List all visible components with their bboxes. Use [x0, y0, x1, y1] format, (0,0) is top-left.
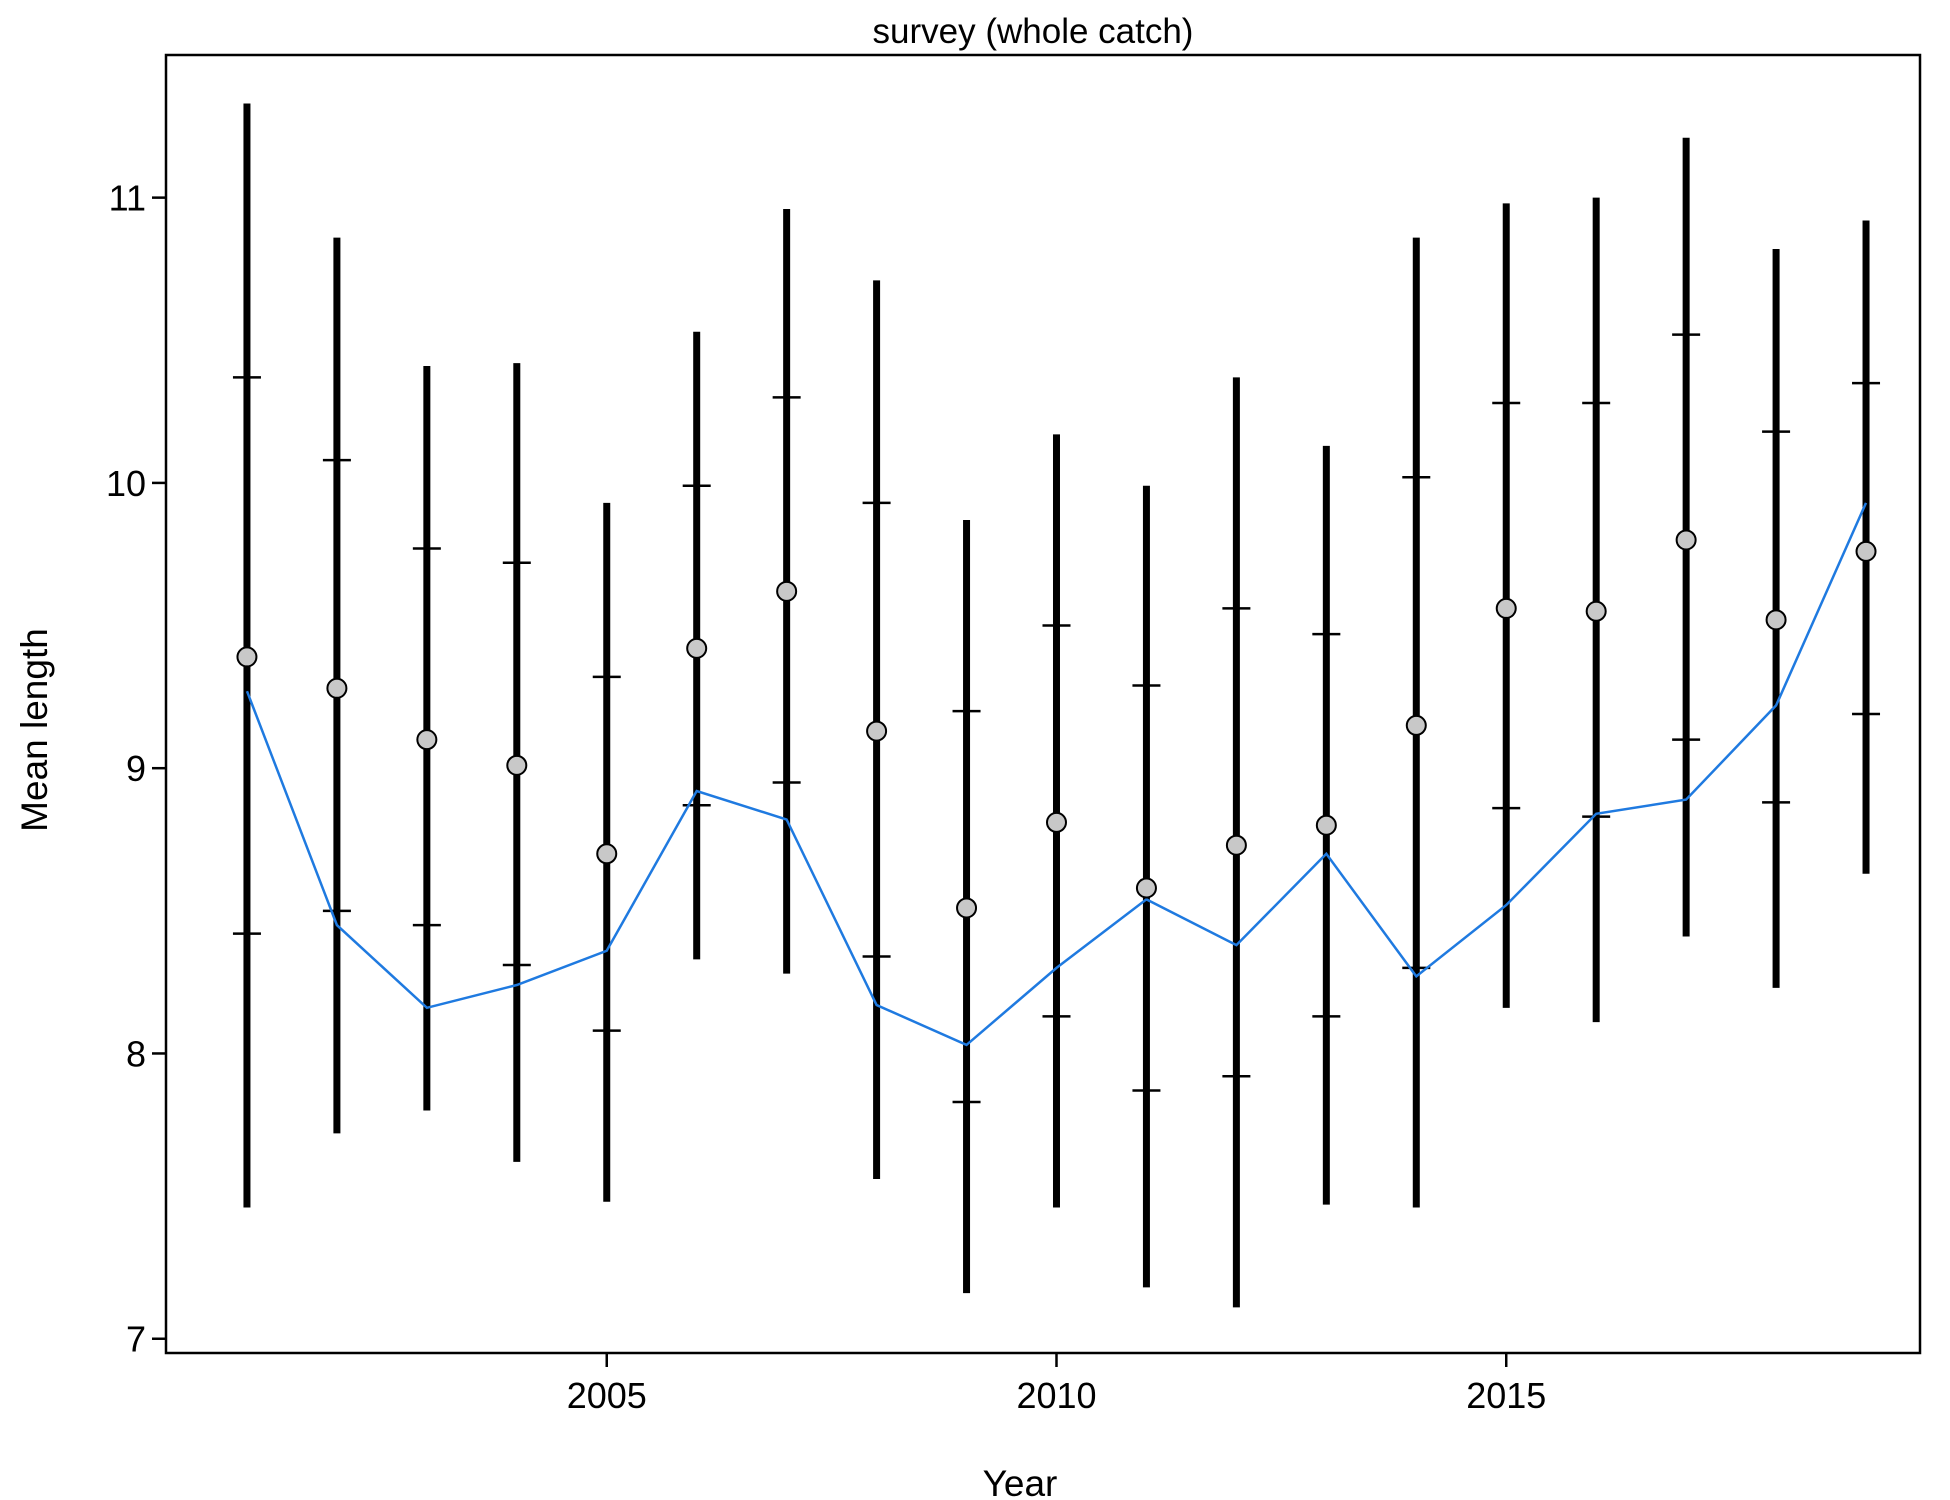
observed-point [416, 729, 438, 751]
observed-point [1765, 609, 1787, 631]
observed-point [1585, 600, 1607, 622]
x-axis: 2005 2010 2015 [567, 1353, 1546, 1416]
observed-point [1225, 834, 1247, 856]
observed-point [1855, 540, 1877, 562]
observed-point [1405, 714, 1427, 736]
observed-point [866, 720, 888, 742]
x-tick-label: 2015 [1466, 1375, 1546, 1416]
observed-point [1135, 877, 1157, 899]
observed-point [596, 843, 618, 865]
x-axis-label: Year [983, 1463, 1058, 1500]
observed-point [1675, 529, 1697, 551]
y-tick-label: 10 [106, 463, 146, 504]
y-tick-label: 8 [126, 1033, 146, 1074]
observed-point [1045, 811, 1067, 833]
x-tick-label: 2005 [567, 1375, 647, 1416]
expected-line [245, 502, 1868, 1047]
x-tick-label: 2010 [1016, 1375, 1096, 1416]
observed-point [1495, 597, 1517, 619]
observed-points [236, 529, 1877, 919]
expected-line-layer [245, 502, 1868, 1047]
y-tick-label: 11 [109, 178, 146, 219]
observed-point [686, 637, 708, 659]
observed-point [1315, 814, 1337, 836]
chart-title: survey (whole catch) [873, 12, 1194, 51]
y-tick-label: 7 [126, 1319, 146, 1360]
y-axis-label: Mean length [14, 628, 55, 832]
observed-point [506, 754, 528, 776]
observed-point [236, 646, 258, 668]
observed-point [326, 677, 348, 699]
observed-point [776, 580, 798, 602]
observed-point [956, 897, 978, 919]
plot-frame [164, 53, 1922, 1355]
y-axis: 7 8 9 10 11 [106, 178, 166, 1360]
y-tick-label: 9 [126, 748, 146, 789]
